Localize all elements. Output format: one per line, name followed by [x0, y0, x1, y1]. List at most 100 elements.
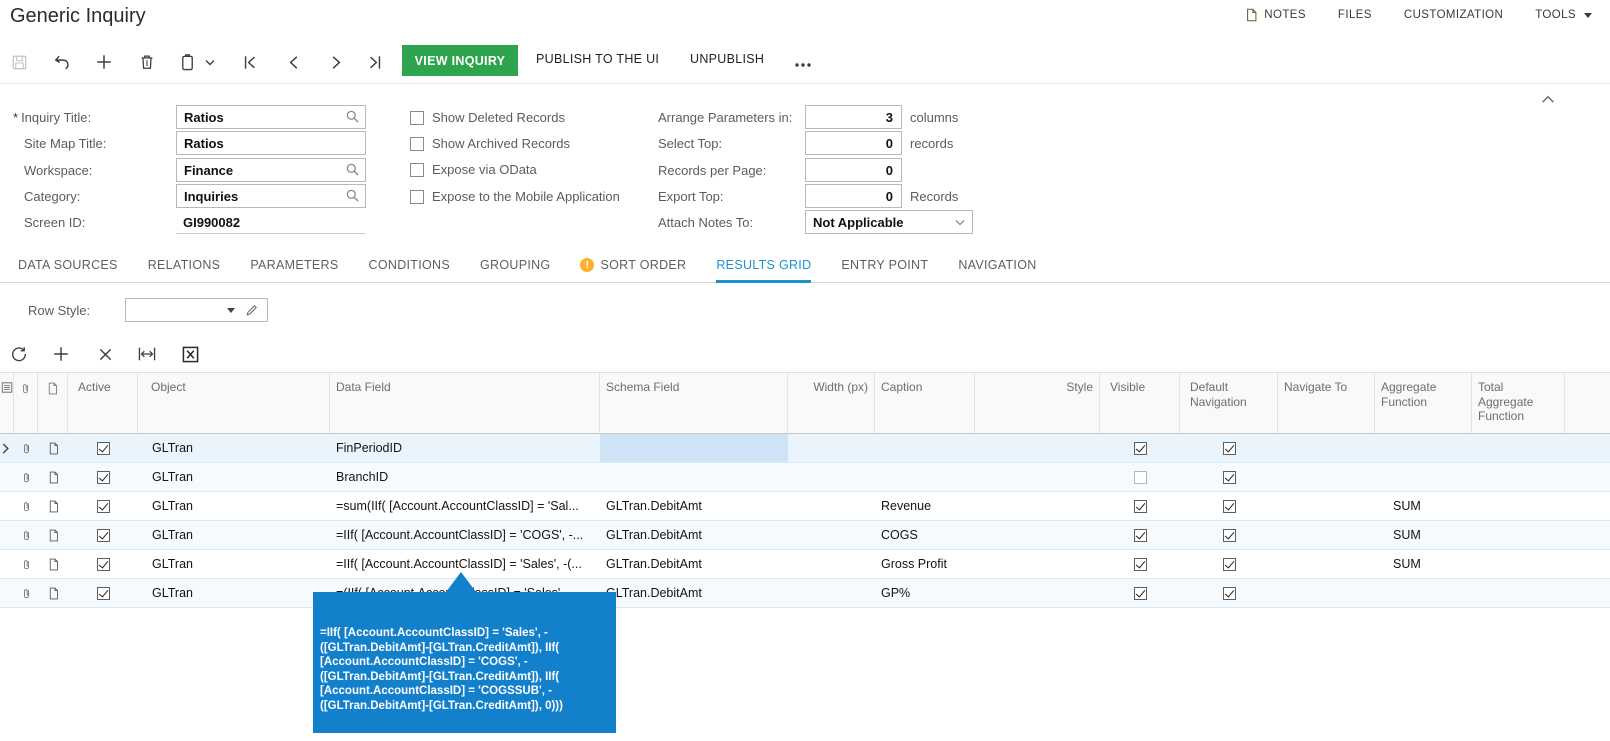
- aggregate-function-cell[interactable]: [1375, 434, 1472, 462]
- caption-cell[interactable]: Revenue: [881, 499, 932, 513]
- refresh-button[interactable]: [8, 343, 30, 365]
- navigate-to-cell[interactable]: [1278, 492, 1375, 520]
- visible-checkbox[interactable]: [1133, 441, 1147, 455]
- data-field-cell[interactable]: =sum(IIf( [Account.AccountClassID] = 'Sa…: [336, 499, 579, 513]
- column-header-object[interactable]: Object: [138, 373, 330, 433]
- active-checkbox[interactable]: [96, 557, 110, 571]
- visible-cell[interactable]: [1100, 434, 1180, 462]
- visible-cell[interactable]: [1100, 550, 1180, 578]
- schema-field-cell[interactable]: GLTran.DebitAmt: [606, 499, 702, 513]
- object-cell[interactable]: GLTran: [152, 441, 193, 455]
- active-cell[interactable]: [68, 550, 138, 578]
- style-cell[interactable]: [975, 550, 1100, 578]
- object-cell[interactable]: GLTran: [152, 557, 193, 571]
- column-header-default-navigation[interactable]: Default Navigation: [1180, 373, 1278, 433]
- tab-relations[interactable]: RELATIONS: [148, 248, 221, 282]
- schema-field-cell[interactable]: GLTran.DebitAmt: [606, 557, 702, 571]
- site-map-title-input[interactable]: [176, 131, 366, 155]
- data-field-cell[interactable]: =IIf( [Account.AccountClassID] = 'Sales'…: [336, 557, 582, 571]
- navigate-to-cell[interactable]: [1278, 521, 1375, 549]
- active-cell[interactable]: [68, 492, 138, 520]
- data-field-cell[interactable]: FinPeriodID: [336, 441, 402, 455]
- aggregate-function-cell[interactable]: SUM: [1393, 557, 1421, 571]
- total-aggregate-function-cell[interactable]: [1472, 463, 1565, 491]
- tab-conditions[interactable]: CONDITIONS: [369, 248, 450, 282]
- workspace-input[interactable]: [176, 158, 366, 182]
- delete-button[interactable]: [136, 51, 158, 73]
- attachment-cell[interactable]: [14, 579, 38, 607]
- edit-pencil-icon[interactable]: [245, 303, 259, 317]
- aggregate-function-cell[interactable]: [1375, 463, 1472, 491]
- object-cell[interactable]: GLTran: [152, 586, 193, 600]
- copy-paste-button[interactable]: [176, 51, 198, 73]
- attach-notes-to-select[interactable]: Not Applicable: [805, 210, 973, 234]
- width-cell[interactable]: [788, 434, 875, 462]
- arrange-parameters-input[interactable]: [805, 105, 902, 129]
- navigate-to-cell[interactable]: [1278, 463, 1375, 491]
- visible-checkbox[interactable]: [1133, 528, 1147, 542]
- aggregate-function-cell[interactable]: SUM: [1393, 528, 1421, 542]
- default-navigation-cell[interactable]: [1180, 550, 1278, 578]
- category-input[interactable]: [176, 184, 366, 208]
- column-header-style[interactable]: Style: [975, 373, 1100, 433]
- navigate-to-cell[interactable]: [1278, 434, 1375, 462]
- default-navigation-checkbox[interactable]: [1222, 557, 1236, 571]
- notes-button[interactable]: NOTES: [1245, 8, 1306, 22]
- style-cell[interactable]: [975, 492, 1100, 520]
- column-header-total-aggregate-function[interactable]: Total Aggregate Function: [1472, 373, 1565, 433]
- active-cell[interactable]: [68, 434, 138, 462]
- total-aggregate-function-cell[interactable]: [1472, 579, 1565, 607]
- attachment-cell[interactable]: [14, 492, 38, 520]
- visible-cell[interactable]: [1100, 463, 1180, 491]
- expose-via-odata-checkbox[interactable]: Expose via OData: [410, 162, 537, 177]
- show-archived-records-checkbox[interactable]: Show Archived Records: [410, 136, 570, 151]
- caption-cell[interactable]: [875, 463, 975, 491]
- export-to-excel-button[interactable]: [179, 343, 201, 365]
- records-per-page-input[interactable]: [805, 158, 902, 182]
- default-navigation-checkbox[interactable]: [1222, 499, 1236, 513]
- column-header-schema-field[interactable]: Schema Field: [600, 373, 788, 433]
- attachment-cell[interactable]: [14, 463, 38, 491]
- copy-paste-menu-button[interactable]: [203, 51, 217, 73]
- visible-checkbox[interactable]: [1133, 470, 1147, 484]
- active-checkbox[interactable]: [96, 528, 110, 542]
- undo-button[interactable]: [50, 51, 72, 73]
- unpublish-button[interactable]: UNPUBLISH: [690, 52, 765, 66]
- tools-button[interactable]: TOOLS: [1535, 9, 1592, 21]
- collapse-panel-button[interactable]: [1540, 92, 1558, 108]
- file-cell[interactable]: [38, 579, 68, 607]
- schema-field-cell[interactable]: [600, 463, 788, 491]
- file-cell[interactable]: [38, 550, 68, 578]
- default-navigation-checkbox[interactable]: [1222, 586, 1236, 600]
- active-cell[interactable]: [68, 521, 138, 549]
- navigate-to-cell[interactable]: [1278, 550, 1375, 578]
- visible-cell[interactable]: [1100, 579, 1180, 607]
- go-previous-button[interactable]: [282, 51, 304, 73]
- tab-parameters[interactable]: PARAMETERS: [250, 248, 338, 282]
- active-checkbox[interactable]: [96, 470, 110, 484]
- active-cell[interactable]: [68, 579, 138, 607]
- tab-sort-order[interactable]: ! SORT ORDER: [580, 248, 686, 282]
- object-cell[interactable]: GLTran: [152, 499, 193, 513]
- add-button[interactable]: [93, 51, 115, 73]
- caption-cell[interactable]: [875, 434, 975, 462]
- aggregate-function-cell[interactable]: [1375, 579, 1472, 607]
- default-navigation-cell[interactable]: [1180, 579, 1278, 607]
- file-cell[interactable]: [38, 463, 68, 491]
- default-navigation-cell[interactable]: [1180, 521, 1278, 549]
- default-navigation-cell[interactable]: [1180, 463, 1278, 491]
- view-inquiry-button[interactable]: VIEW INQUIRY: [402, 45, 518, 76]
- width-cell[interactable]: [788, 579, 875, 607]
- default-navigation-checkbox[interactable]: [1222, 441, 1236, 455]
- grid-settings-button[interactable]: [0, 373, 14, 433]
- toolbar-overflow-button[interactable]: [792, 54, 814, 76]
- file-cell[interactable]: [38, 492, 68, 520]
- schema-field-cell[interactable]: GLTran.DebitAmt: [606, 528, 702, 542]
- attachment-cell[interactable]: [14, 521, 38, 549]
- tab-results-grid[interactable]: RESULTS GRID: [716, 248, 812, 283]
- add-row-button[interactable]: [50, 343, 72, 365]
- total-aggregate-function-cell[interactable]: [1472, 434, 1565, 462]
- data-field-cell[interactable]: BranchID: [336, 470, 389, 484]
- go-next-button[interactable]: [325, 51, 347, 73]
- data-field-cell[interactable]: =IIf( [Account.AccountClassID] = 'COGS',…: [336, 528, 584, 542]
